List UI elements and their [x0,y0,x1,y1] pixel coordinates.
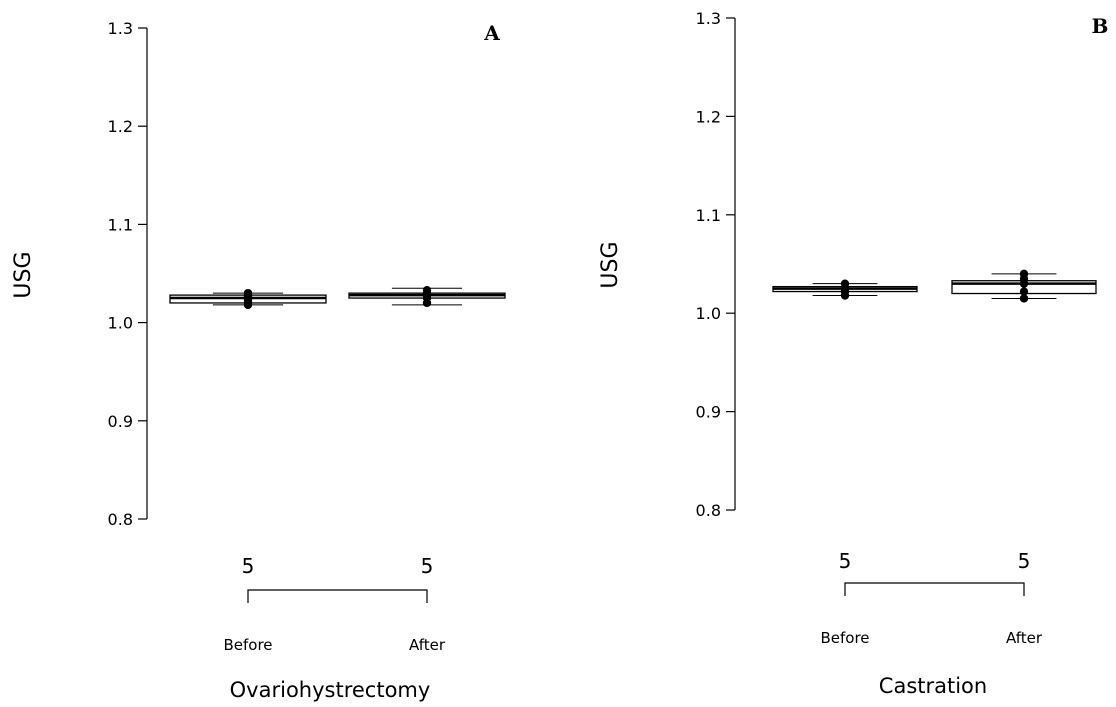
y-tick-label: 1.2 [108,117,133,136]
y-tick-label: 1.2 [696,107,721,126]
y-tick-label: 0.9 [696,403,721,422]
box-after [348,285,506,308]
box-after [951,269,1097,303]
data-point [1019,287,1029,296]
group-bracket [844,582,1025,596]
panel-b: B USG 0.8 0.9 1.0 1.1 1.2 1.3 5 Before 5 After Castr… [598,9,1108,698]
category-label: After [409,636,446,654]
panel-a: A USG 0.8 0.9 1.0 1.1 1.2 1.3 5 Before 5 After Ovari… [11,19,506,702]
y-tick-label: 1.3 [696,9,721,28]
data-point [1019,269,1029,279]
count-label: 5 [242,554,255,578]
y-axis-label: USG [11,251,36,298]
count-label: 5 [839,549,852,573]
y-axis-label: USG [598,241,623,288]
x-axis-label: Ovariohystrectomy [230,678,431,702]
y-tick-label: 0.8 [108,510,133,529]
y-tick-label: 1.0 [108,314,133,333]
box-before [169,288,327,310]
count-label: 5 [1018,549,1031,573]
y-tick-label: 1.0 [696,304,721,323]
y-tick-label: 1.1 [108,215,133,234]
x-axis-label: Castration [879,674,987,698]
y-tick-label: 1.3 [108,19,133,38]
data-point [243,288,253,298]
count-label: 5 [421,554,434,578]
y-tick-label: 0.9 [108,412,133,431]
data-point [422,285,432,295]
data-point [1019,294,1029,303]
group-bracket [247,589,428,603]
panel-label: A [483,21,500,45]
panel-label: B [1092,14,1109,38]
category-label: After [1006,629,1043,647]
box-before [772,279,918,300]
data-point [840,279,850,288]
category-label: Before [820,629,869,647]
category-label: Before [223,636,272,654]
y-tick-label: 1.1 [696,206,721,225]
y-tick-label: 0.8 [696,501,721,520]
